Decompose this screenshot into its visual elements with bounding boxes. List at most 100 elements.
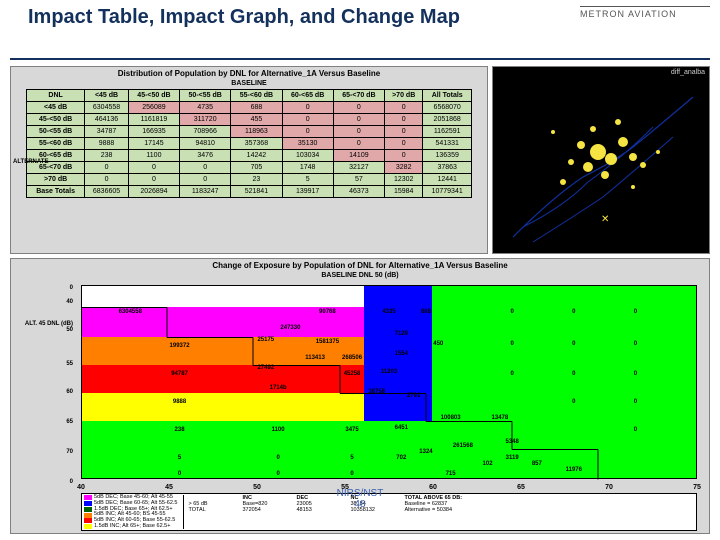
svg-text:✕: ✕ [601,214,609,225]
graph-value: 247330 [280,325,300,331]
graph-value: 857 [532,461,542,467]
logo: METRON AVIATION [580,6,710,19]
graph-value: 9888 [173,399,186,405]
graph-value: 688 [421,309,431,315]
graph-step-line [81,307,167,308]
table-cell: 0 [128,174,179,186]
table-cell: 12441 [423,174,472,186]
graph-value: 0 [634,309,637,315]
graph-value: 450 [433,341,443,347]
table-header: 45-<50 dB [128,90,179,102]
table-cell: 37863 [423,162,472,174]
graph-value: 2791 [407,393,420,399]
table-header: 65-<70 dB [333,90,384,102]
graph-value: 102 [483,461,493,467]
table-header: <45 dB [85,90,129,102]
graph-value: 3475 [345,427,358,433]
table-cell: 3476 [180,150,231,162]
y-label: 0 [17,285,73,291]
legend-totals: INCDECNCTOTAL ABOVE 65 DB:> 65 dBBase=82… [183,495,694,529]
table-cell: 103034 [282,150,333,162]
table-cell: 0 [282,126,333,138]
impact-table-panel: Distribution of Population by DNL for Al… [10,66,488,254]
graph-value: 0 [634,371,637,377]
table-cell: 0 [385,138,423,150]
graph-value: 11203 [381,369,397,375]
x-tick: 50 [253,484,261,491]
graph-value: 1554 [395,351,408,357]
table-row: <45 dB630455825608947356880006568070 [27,102,472,114]
graph-value: 1324 [419,449,432,455]
table-cell: 0 [333,102,384,114]
y-label: 60 [17,389,73,395]
table-cell: 14242 [231,150,282,162]
impact-table: DNL<45 dB45-<50 dB50-<55 dB55-<60 dB60-<… [26,89,472,198]
graph-value: 100803 [441,415,461,421]
x-tick: 60 [429,484,437,491]
table-cell: 0 [385,126,423,138]
logo-line [580,6,710,7]
graph-value: 4335 [382,309,395,315]
graph-value: 0 [634,399,637,405]
x-tick: 40 [77,484,85,491]
table-cell: 32127 [333,162,384,174]
map-label: diff_analba [671,69,705,76]
table-cell: 688 [231,102,282,114]
table-cell: 0 [180,162,231,174]
table-side-label: ALTERNATE [13,159,48,165]
graph-value: 27492 [257,365,274,371]
table-cell: 2051868 [423,114,472,126]
table-cell: 1100 [128,150,179,162]
graph-value: 1581375 [316,339,339,345]
table-cell: 1162591 [423,126,472,138]
table-cell: 35130 [282,138,333,150]
graph-step-line [167,337,253,338]
table-cell: 4735 [180,102,231,114]
table-cell: 0 [385,114,423,126]
title-bar: Impact Table, Impact Graph, and Change M… [28,6,710,29]
y-label: 70 [17,449,73,455]
table-cell: 0 [385,102,423,114]
graph-value: 94787 [171,371,188,377]
table-cell: 3282 [385,162,423,174]
footer-line2: 48 [354,499,365,510]
table-cell: 1748 [282,162,333,174]
table-cell: 238 [85,150,129,162]
table-cell: 708966 [180,126,231,138]
table-header: DNL [27,90,85,102]
table-cell: 9888 [85,138,129,150]
table-cell: 23 [231,174,282,186]
slide-title: Impact Table, Impact Graph, and Change M… [28,6,460,29]
table-cell: 705 [231,162,282,174]
graph-step-line [339,366,340,394]
graph-value: 6304558 [119,309,142,315]
graph-value: 702 [396,455,406,461]
logo-text: METRON AVIATION [580,9,710,19]
title-rule [10,58,710,60]
footer-tag: NIRS/NST 48 [337,488,384,510]
y-label: 0 [17,479,73,485]
graph-value: 0 [634,427,637,433]
graph-value: 715 [446,471,456,477]
table-cell: 311720 [180,114,231,126]
table-subtitle: BASELINE [11,80,487,87]
table-row: 55-<60 dB9888171459481035736835130005413… [27,138,472,150]
graph-value: 0 [572,341,575,347]
graph-value: 0 [572,371,575,377]
graph-legend: 5dB DEC; Base 45-60; Alt 45-555dB DEC; B… [81,493,697,531]
table-cell: 139917 [282,186,333,198]
table-cell: 6304558 [85,102,129,114]
table-cell: 0 [282,114,333,126]
y-label: 65 [17,419,73,425]
table-cell: 14109 [333,150,384,162]
graph-value: 0 [572,399,575,405]
graph-value: 11976 [566,467,582,473]
table-cell: 57 [333,174,384,186]
graph-area: 6304558199372247330251751581375907684335… [81,285,697,479]
graph-value: 261568 [453,443,473,449]
table-cell: 94810 [180,138,231,150]
graph-step-line [512,449,598,450]
y-label: 55 [17,361,73,367]
graph-value: 0 [511,309,514,315]
graph-value: 6451 [395,425,408,431]
